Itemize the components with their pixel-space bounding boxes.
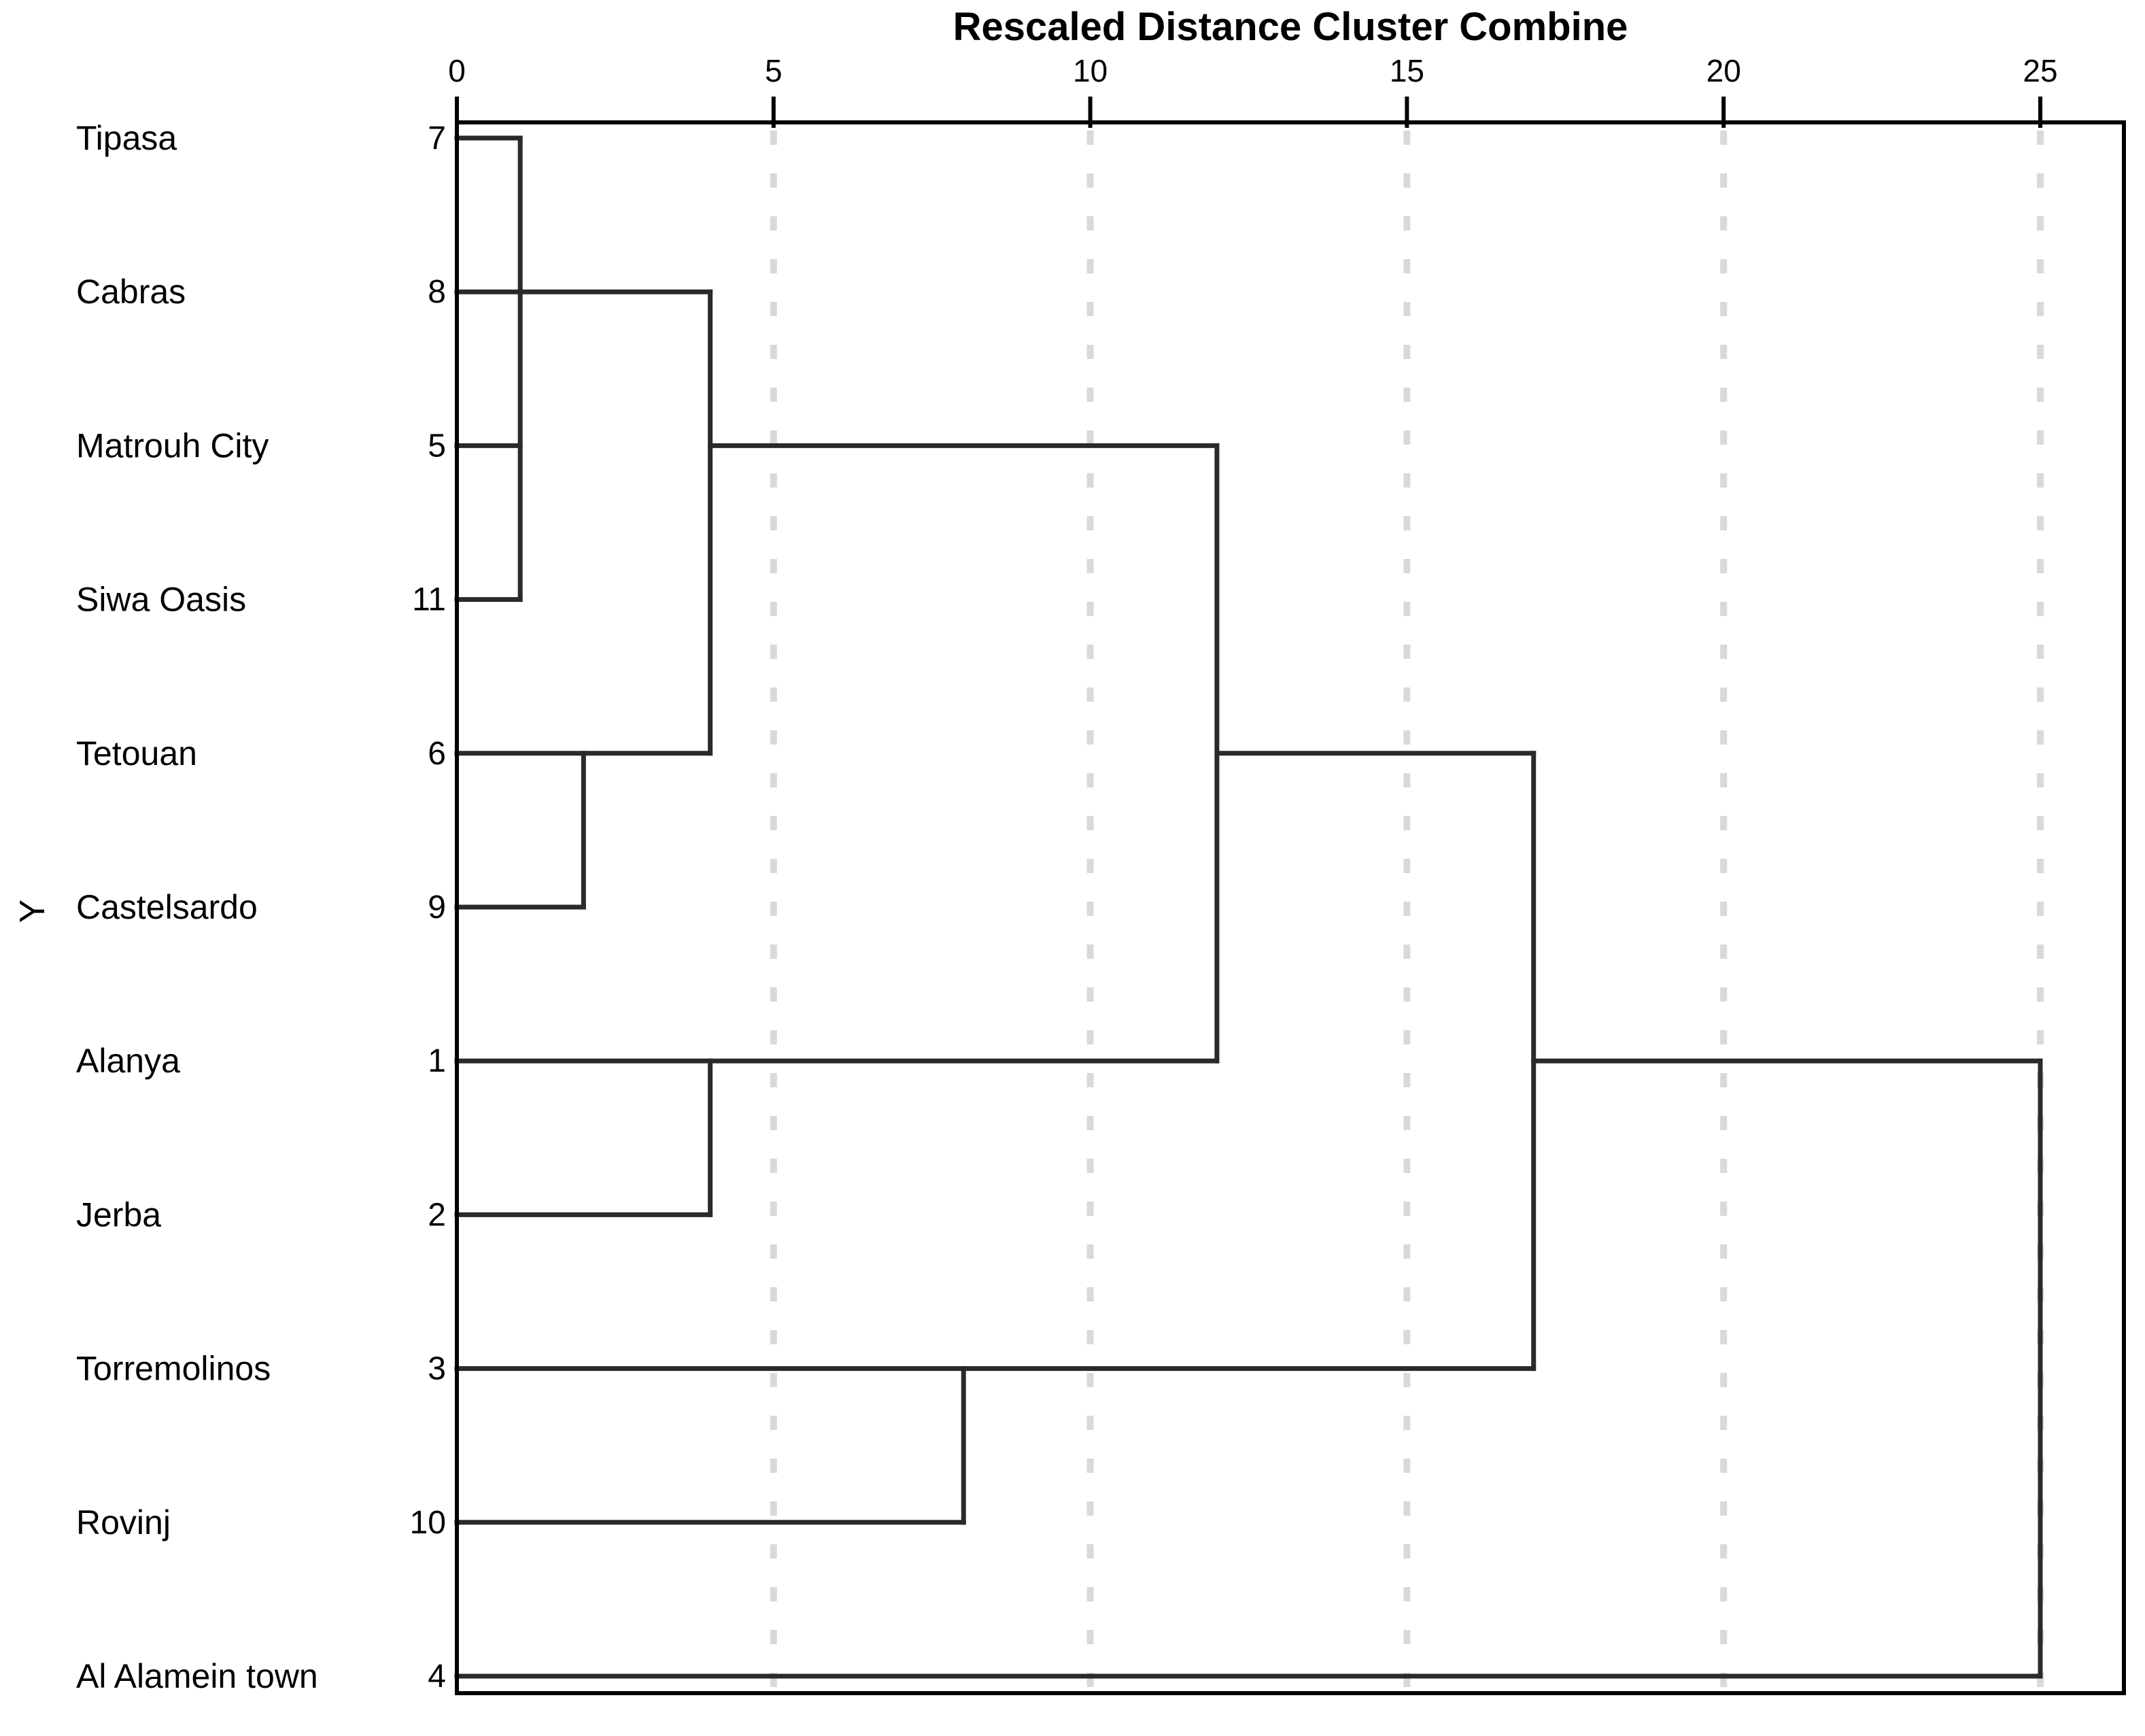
case-number-label: 4	[428, 1658, 446, 1695]
leaf-label: Jerba	[76, 1195, 161, 1233]
leaf-label: Cabras	[76, 273, 186, 311]
leaf-label: Matrouh City	[76, 426, 269, 464]
axis-tick-label: 5	[765, 53, 783, 88]
case-number-label: 3	[428, 1351, 446, 1387]
case-number-label: 9	[428, 889, 446, 925]
leaf-label: Tetouan	[76, 734, 197, 772]
leaf-label: Torremolinos	[76, 1350, 271, 1388]
chart-title: Rescaled Distance Cluster Combine	[953, 5, 1628, 49]
axis-tick-label: 10	[1073, 53, 1108, 88]
axis-tick-label: 20	[1706, 53, 1741, 88]
case-number-label: 7	[428, 120, 446, 156]
leaf-label: Alanya	[76, 1042, 180, 1080]
case-number-label: 2	[428, 1197, 446, 1233]
axis-tick-label: 25	[2023, 53, 2057, 88]
case-number-label: 6	[428, 736, 446, 772]
case-number-label: 11	[412, 582, 446, 618]
case-number-label: 5	[428, 428, 446, 464]
leaf-label: Castelsardo	[76, 888, 258, 926]
axis-tick-label: 0	[448, 53, 466, 88]
leaf-label: Siwa Oasis	[76, 581, 246, 619]
case-number-label: 8	[428, 274, 446, 310]
case-number-label: 1	[428, 1043, 446, 1079]
leaf-label: Rovinj	[76, 1503, 171, 1542]
leaf-label: Tipasa	[76, 119, 177, 157]
leaf-label: Al Alamein town	[76, 1657, 318, 1695]
plot-frame	[455, 120, 2126, 1695]
case-number-label: 10	[410, 1505, 446, 1541]
axis-tick-label: 15	[1390, 53, 1424, 88]
